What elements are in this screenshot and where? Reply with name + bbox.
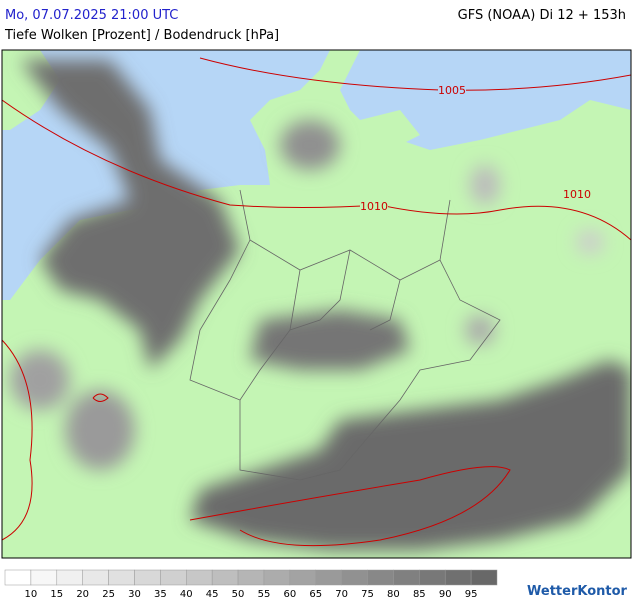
- legend-swatch: [444, 569, 472, 586]
- baltic-sea: [340, 50, 631, 150]
- logo: WetterKontor: [527, 584, 628, 599]
- legend-label: 20: [76, 589, 89, 600]
- legend-swatch: [160, 569, 187, 586]
- legend-label: 60: [283, 589, 296, 600]
- isobar-label: 1010: [360, 200, 388, 213]
- legend-swatch: [134, 569, 161, 586]
- borders: [189, 189, 501, 481]
- legend-swatch: [56, 569, 83, 586]
- legend-label: 35: [154, 589, 167, 600]
- legend-label: 30: [128, 589, 141, 600]
- legend-swatch: [30, 569, 58, 586]
- legend-label: 90: [439, 589, 452, 600]
- legend-swatch: [211, 569, 239, 586]
- map-frame: [1, 49, 632, 559]
- map: 1005 1010 1010: [2, 50, 631, 558]
- legend-label: 45: [206, 589, 219, 600]
- legend-label: 95: [465, 589, 478, 600]
- legend-swatch: [82, 569, 109, 586]
- legend-swatch: [289, 569, 316, 586]
- legend-label: 75: [361, 589, 374, 600]
- legend-swatch: [470, 569, 498, 586]
- legend-label: 80: [387, 589, 400, 600]
- legend-label: 65: [309, 589, 322, 600]
- legend: 10 15 20 25 30 35 40 45 50 55 60 65 70 75 80 85 90 95: [4, 569, 498, 600]
- legend-swatch: [393, 569, 420, 586]
- legend-label: 85: [413, 589, 426, 600]
- isobar-label: 1010: [563, 188, 591, 201]
- island: [360, 110, 420, 150]
- model-label: GFS (NOAA) Di 12 + 153h: [458, 8, 626, 23]
- legend-label: 25: [102, 589, 115, 600]
- time-label: Mo, 07.07.2025 21:00 UTC: [5, 8, 178, 23]
- legend-swatch: [419, 569, 446, 586]
- legend-label: 15: [50, 589, 63, 600]
- legend-label: 40: [180, 589, 193, 600]
- subtitle: Tiefe Wolken [Prozent] / Bodendruck [hPa…: [4, 28, 279, 43]
- legend-label: 70: [335, 589, 348, 600]
- legend-swatch: [108, 569, 135, 586]
- legend-swatch: [186, 569, 213, 586]
- legend-label: 55: [258, 589, 271, 600]
- legend-swatch: [237, 569, 265, 586]
- legend-swatch: [367, 569, 394, 586]
- legend-label: 50: [232, 589, 245, 600]
- legend-swatch: [315, 569, 342, 586]
- legend-swatch: [341, 569, 368, 586]
- legend-label: 10: [25, 589, 38, 600]
- clouds: [10, 60, 631, 550]
- isobar-label: 1005: [438, 84, 466, 97]
- legend-swatch: [4, 569, 32, 586]
- legend-swatch: [263, 569, 291, 586]
